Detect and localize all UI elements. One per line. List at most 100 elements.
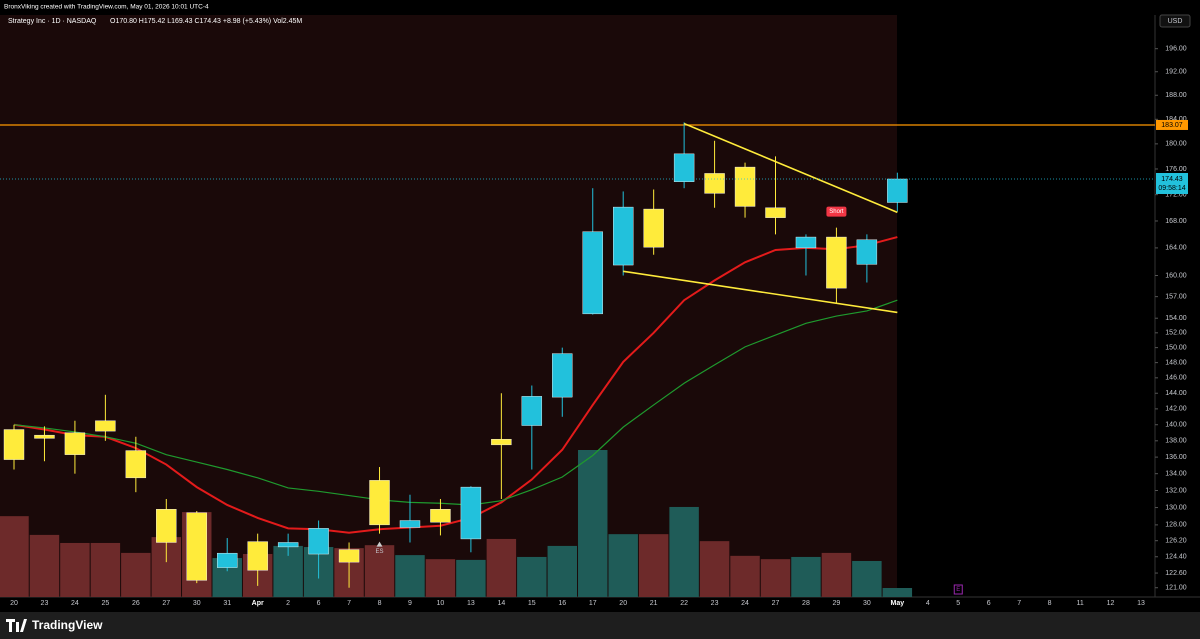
currency[interactable]: USD bbox=[1168, 18, 1183, 25]
candle-body bbox=[95, 420, 116, 432]
y-tick-label: 121.00 bbox=[1165, 585, 1187, 592]
y-tick-label: 144.00 bbox=[1165, 390, 1187, 397]
x-tick-label: May bbox=[891, 600, 905, 607]
volume-bar bbox=[60, 542, 90, 597]
x-tick-label: 30 bbox=[193, 600, 201, 607]
y-tick-label: 160.00 bbox=[1165, 272, 1187, 279]
y-tick-label: 154.00 bbox=[1165, 315, 1187, 322]
y-tick-label: 130.00 bbox=[1165, 504, 1187, 511]
x-tick-label: 7 bbox=[347, 600, 351, 607]
y-tick-label: 124.40 bbox=[1165, 554, 1187, 561]
x-tick-label: 8 bbox=[1048, 600, 1052, 607]
x-tick-label: 20 bbox=[619, 600, 627, 607]
x-tick-label: 4 bbox=[926, 600, 930, 607]
candle-body bbox=[64, 432, 86, 455]
x-tick-label: 31 bbox=[223, 600, 231, 607]
candle-body bbox=[156, 509, 177, 543]
x-tick-label: 6 bbox=[317, 600, 321, 607]
candle-body bbox=[338, 549, 360, 563]
candle-body bbox=[491, 438, 512, 446]
volume-bar bbox=[425, 559, 456, 597]
candle-body bbox=[369, 480, 390, 526]
plot-background bbox=[0, 15, 897, 597]
signal-box bbox=[826, 206, 847, 217]
volume-bar bbox=[90, 542, 121, 597]
candle-body bbox=[734, 166, 756, 207]
footer-bar bbox=[0, 612, 1200, 639]
candle-body bbox=[582, 231, 603, 315]
y-tick-label: 138.00 bbox=[1165, 438, 1187, 445]
x-tick-label: 26 bbox=[132, 600, 140, 607]
volume-bar bbox=[669, 506, 699, 597]
y-tick-label: 192.00 bbox=[1165, 69, 1187, 76]
x-tick-label: 22 bbox=[680, 600, 688, 607]
y-tick-label: 126.20 bbox=[1165, 538, 1187, 545]
candle-body bbox=[247, 541, 268, 571]
volume-bar bbox=[486, 538, 517, 597]
x-tick-label: 2 bbox=[286, 600, 290, 607]
x-tick-label: 15 bbox=[528, 600, 536, 607]
volume-bar bbox=[638, 534, 669, 597]
y-tick-label: 164.00 bbox=[1165, 245, 1187, 252]
y-tick-label: 140.00 bbox=[1165, 422, 1187, 429]
candle-body bbox=[673, 153, 695, 182]
candle-body bbox=[308, 528, 329, 555]
y-tick-label: 128.00 bbox=[1165, 522, 1187, 529]
countdown: 09:58:14 bbox=[1158, 185, 1185, 192]
y-tick-label: 150.00 bbox=[1165, 344, 1187, 351]
x-tick-label: 12 bbox=[1107, 600, 1115, 607]
y-tick-label: 184.00 bbox=[1165, 116, 1187, 123]
x-tick-label: 24 bbox=[741, 600, 749, 607]
volume-bar bbox=[395, 555, 425, 597]
x-tick-label: 13 bbox=[467, 600, 475, 607]
y-tick-label: 157.00 bbox=[1165, 293, 1187, 300]
y-tick-label: 122.60 bbox=[1165, 570, 1187, 577]
y-tick-label: 176.00 bbox=[1165, 166, 1187, 173]
candle-body bbox=[3, 429, 25, 460]
candle-body bbox=[795, 236, 817, 249]
candle-body bbox=[552, 353, 573, 398]
x-tick-label: 16 bbox=[558, 600, 566, 607]
x-tick-label: 7 bbox=[1017, 600, 1021, 607]
candle-body bbox=[643, 208, 664, 248]
x-tick-label: 6 bbox=[987, 600, 991, 607]
x-tick-label: 27 bbox=[162, 600, 170, 607]
moving-average bbox=[13, 236, 898, 534]
x-tick-label: 21 bbox=[650, 600, 658, 607]
x-tick-label: 27 bbox=[772, 600, 780, 607]
last-price-box bbox=[1156, 172, 1188, 194]
y-tick-label: 172.00 bbox=[1165, 192, 1187, 199]
price-line-label: 183.07 bbox=[1161, 122, 1183, 129]
candle-body bbox=[826, 236, 847, 289]
brand: TradingView bbox=[32, 618, 103, 632]
volume-bar bbox=[699, 541, 730, 597]
x-tick-label: 23 bbox=[711, 600, 719, 607]
volume-bar bbox=[882, 587, 913, 597]
currency-box[interactable] bbox=[1159, 14, 1191, 28]
candle-body bbox=[125, 450, 147, 479]
volume-bar bbox=[821, 552, 852, 597]
candle-body bbox=[217, 552, 238, 568]
x-tick-label: 20 bbox=[10, 600, 18, 607]
event-label: ES bbox=[376, 549, 384, 555]
x-tick-label: 5 bbox=[956, 600, 960, 607]
candle-body bbox=[430, 509, 451, 523]
earnings-box bbox=[953, 584, 963, 595]
y-tick-label: 188.00 bbox=[1165, 92, 1187, 99]
candle-body bbox=[856, 239, 878, 265]
volume-bar bbox=[517, 556, 547, 597]
candle-body bbox=[765, 207, 786, 218]
candle-body bbox=[460, 486, 482, 540]
x-tick-label: 17 bbox=[589, 600, 597, 607]
x-tick-label: 24 bbox=[71, 600, 79, 607]
x-tick-label: 30 bbox=[863, 600, 871, 607]
last-price-label: 174.43 bbox=[1161, 176, 1183, 183]
x-tick-label: 9 bbox=[408, 600, 412, 607]
volume-bar bbox=[456, 559, 486, 597]
candle-body bbox=[34, 434, 55, 439]
x-tick-label: 23 bbox=[41, 600, 49, 607]
y-tick-label: 148.00 bbox=[1165, 359, 1187, 366]
volume-bar bbox=[852, 560, 882, 597]
volume-bar bbox=[608, 534, 638, 597]
symbol: Strategy Inc · 1D · NASDAQ bbox=[8, 18, 97, 25]
